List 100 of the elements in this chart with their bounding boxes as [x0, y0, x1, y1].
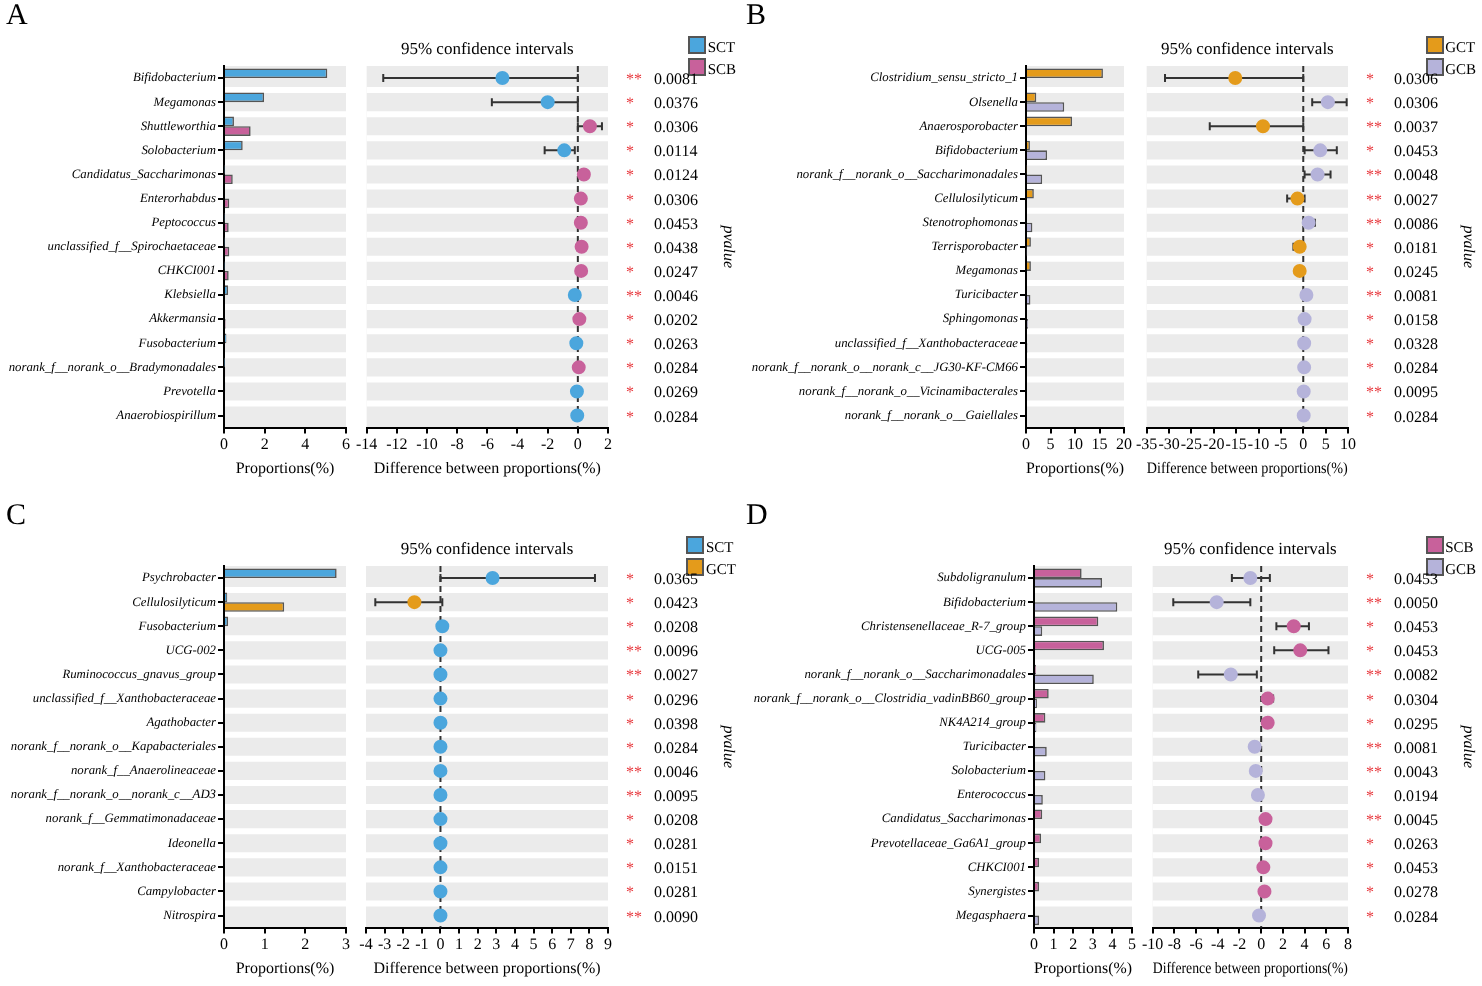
x-tick-label: -10 [1141, 935, 1164, 954]
y2-axis-title: pvalue [1460, 723, 1478, 770]
x-tick-label: -12 [386, 435, 408, 454]
x-tick-label: 5 [1128, 935, 1136, 954]
y2-axis-title: pvalue [720, 223, 738, 270]
text: * 0.0278 [1366, 883, 1438, 902]
text: ** 0.0096 [626, 642, 698, 661]
x-tick-label: 8 [1344, 935, 1352, 954]
text: ** 0.0027 [1366, 190, 1438, 209]
text: * 0.0208 [626, 618, 698, 637]
text: * 0.0158 [1366, 311, 1438, 330]
text: * 0.0284 [626, 407, 698, 426]
text: ** 0.0095 [1366, 383, 1438, 402]
x-axis-title: Difference between proportions(%) [373, 458, 602, 477]
x-tick-label: 0 [220, 435, 228, 454]
text: * 0.0453 [626, 214, 698, 233]
text: * 0.0438 [626, 238, 698, 257]
x-axis-title: Difference between proportions(%) [1146, 457, 1349, 477]
x-tick-label: 0 [1299, 435, 1308, 454]
text: ** 0.0048 [1366, 166, 1438, 185]
x-tick-label: -4 [510, 435, 525, 454]
x-tick-label: 1 [1049, 935, 1058, 954]
text: * 0.0284 [626, 738, 698, 757]
text: * 0.0181 [1366, 238, 1438, 257]
text: * 0.0423 [626, 594, 698, 613]
x-tick-label: 9 [604, 935, 612, 954]
text: * 0.0194 [1366, 787, 1438, 806]
chart-title: C [6, 500, 27, 534]
text: * 0.0376 [626, 94, 698, 113]
chart-title: 95% confidence intervals [1163, 538, 1337, 558]
text: * 0.0398 [626, 714, 698, 733]
text: ** 0.0082 [1366, 666, 1438, 685]
x-tick-label: -2 [1232, 935, 1247, 954]
x-tick-label: 1 [260, 935, 269, 954]
text: * 0.0247 [626, 262, 698, 281]
text: * 0.0306 [626, 118, 698, 137]
text: * 0.0284 [1366, 407, 1438, 426]
x-tick-label: -35 [1135, 435, 1158, 454]
x-tick-label: -20 [1203, 435, 1225, 454]
x-tick-label: 2 [260, 435, 269, 454]
text: ** 0.0027 [626, 666, 698, 685]
chart-title: A [6, 0, 28, 34]
x-tick-label: 1 [455, 935, 464, 954]
text: * 0.0306 [626, 190, 698, 209]
x-tick-label: -5 [1274, 435, 1288, 454]
text: * 0.0245 [1366, 262, 1438, 281]
text: * 0.0295 [1366, 714, 1438, 733]
chart-title: 95% confidence intervals [400, 538, 574, 558]
text: * 0.0284 [626, 359, 698, 378]
text: * 0.0284 [1366, 359, 1438, 378]
x-tick-label: 6 [548, 935, 557, 954]
x-tick-label: 0 [1022, 435, 1030, 454]
text: ** 0.0081 [626, 70, 698, 89]
text: * 0.0124 [626, 166, 698, 185]
text: * 0.0306 [1366, 70, 1438, 89]
x-tick-label: -15 [1225, 435, 1247, 454]
x-axis-title: Proportions(%) [1026, 458, 1125, 477]
x-tick-label: -2 [396, 935, 410, 954]
x-tick-label: -10 [1247, 435, 1270, 454]
text: * 0.0284 [1366, 907, 1438, 926]
x-axis-title: Difference between proportions(%) [373, 958, 602, 977]
text: ** 0.0095 [626, 787, 698, 806]
chart-title: 95% confidence intervals [400, 38, 574, 58]
text: ** 0.0045 [1366, 811, 1438, 830]
x-tick-label: 2 [1278, 935, 1287, 954]
text: * 0.0281 [626, 835, 698, 854]
x-tick-label: 0 [436, 935, 445, 954]
x-tick-label: -4 [1211, 935, 1225, 954]
x-tick-label: 10 [1067, 435, 1083, 454]
x-axis-title: Proportions(%) [235, 958, 335, 977]
x-tick-label: 4 [1300, 935, 1309, 954]
x-tick-label: 5 [529, 935, 538, 954]
x-tick-label: 2 [1069, 935, 1078, 954]
x-tick-label: 5 [1046, 435, 1055, 454]
x-tick-label: 15 [1091, 435, 1108, 454]
x-tick-label: -4 [359, 935, 373, 954]
chart-title: 95% confidence intervals [1160, 38, 1334, 58]
text: * 0.0208 [626, 811, 698, 830]
x-tick-label: 4 [510, 935, 519, 954]
text: ** 0.0086 [1366, 214, 1438, 233]
text: * 0.0296 [626, 690, 698, 709]
text: * 0.0304 [1366, 690, 1438, 709]
y2-axis-title: pvalue [720, 723, 738, 770]
text: * 0.0202 [626, 311, 698, 330]
x-tick-label: 4 [1108, 935, 1117, 954]
x-tick-label: -30 [1158, 435, 1180, 454]
x-tick-label: 7 [566, 935, 575, 954]
text: * 0.0453 [1366, 642, 1438, 661]
x-tick-label: 2 [473, 935, 482, 954]
x-tick-label: 3 [342, 935, 350, 954]
x-axis-title: Proportions(%) [235, 458, 335, 477]
x-tick-label: -1 [415, 935, 429, 954]
x-tick-label: 2 [301, 935, 310, 954]
x-tick-label: -6 [480, 435, 494, 454]
y2-axis-title: pvalue [1460, 223, 1478, 270]
text: * 0.0453 [1366, 142, 1438, 161]
x-tick-label: -10 [416, 435, 438, 454]
text: D [746, 500, 768, 534]
text: ** 0.0046 [626, 762, 698, 781]
text: * 0.0453 [1366, 859, 1438, 878]
